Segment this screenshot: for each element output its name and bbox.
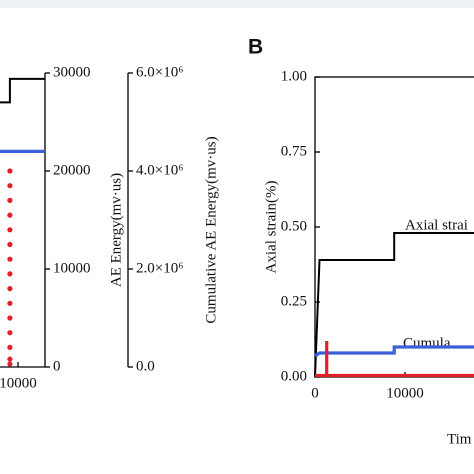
y3-tick-label: 0.0 <box>136 358 155 374</box>
y3-tick-label: 2.0×10⁶ <box>136 260 183 276</box>
y2-tick-label: 10000 <box>53 260 91 276</box>
data-point <box>7 361 13 367</box>
y3-axis-title: Cumulative AE Energy(mv·us) <box>203 136 219 323</box>
data-point <box>7 256 13 262</box>
x-axis-title: Tim <box>447 431 472 447</box>
x-tick-label: 0 <box>311 385 319 401</box>
data-point <box>7 197 13 203</box>
data-point <box>7 286 13 292</box>
y2-tick-label: 0 <box>53 358 61 374</box>
data-point <box>7 212 13 218</box>
y-tick-label: 0.50 <box>281 218 307 234</box>
y-tick-label: 1.00 <box>281 68 307 84</box>
y-axis-title: Axial strain(%) <box>263 181 279 274</box>
series-line <box>315 341 474 378</box>
annotation: Axial strai <box>405 217 468 233</box>
data-point <box>7 183 13 189</box>
y3-tick-label: 4.0×10⁶ <box>136 162 183 178</box>
x-tick-label: 10000 <box>386 385 424 401</box>
panel-label: B <box>248 36 263 59</box>
series-line <box>0 77 45 104</box>
data-point <box>7 344 13 350</box>
y2-axis-title: AE Energy(mv·us) <box>108 173 124 287</box>
data-point <box>7 241 13 248</box>
data-point <box>7 330 13 336</box>
data-point <box>7 271 13 277</box>
x-tick-label: 10000 <box>0 375 37 391</box>
data-point <box>7 300 13 306</box>
top-strip <box>0 0 474 8</box>
data-point <box>7 227 13 233</box>
data-point <box>7 315 13 321</box>
series-line <box>314 345 474 358</box>
data-point <box>7 168 13 174</box>
y-tick-label: 0.75 <box>281 143 307 159</box>
data-point <box>7 356 13 362</box>
y-tick-label: 0.25 <box>281 293 307 309</box>
series-line <box>314 232 474 378</box>
y2-tick-label: 30000 <box>53 64 91 80</box>
annotation: Cumula <box>403 335 451 351</box>
y2-tick-label: 20000 <box>53 162 91 178</box>
y-tick-label: 0.00 <box>281 368 307 384</box>
y3-tick-label: 6.0×10⁶ <box>136 64 183 80</box>
